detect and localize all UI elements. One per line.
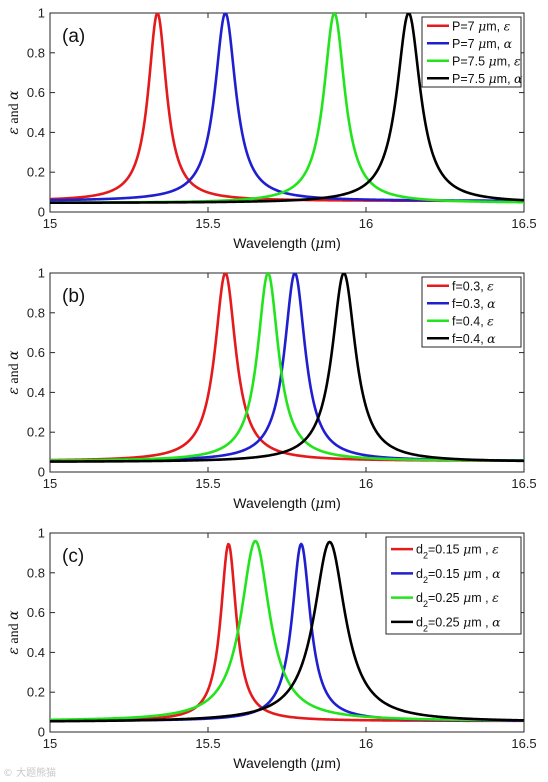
- legend-entry-3: d2=0.25 μm , ε: [416, 590, 499, 609]
- y-tick-label: 0.8: [27, 45, 45, 60]
- legend-entry-4: f=0.4, α: [452, 331, 496, 346]
- legend: f=0.3, ε f=0.3, α f=0.4, ε f=0.4, α: [421, 276, 522, 348]
- legend: d2=0.15 μm , ε d2=0.15 μm , α d2=0.25 μm ,…: [385, 536, 522, 635]
- y-tick-label: 1: [38, 526, 45, 541]
- series-line-4: [50, 13, 524, 205]
- y-tick-label: 0.8: [27, 305, 45, 320]
- y-tick-label: 0: [38, 465, 45, 480]
- y-tick-label: 0.4: [27, 385, 45, 400]
- y-axis-label: ε and α: [6, 610, 22, 655]
- x-tick-label: 15.5: [195, 216, 220, 231]
- y-tick-label: 0.8: [27, 565, 45, 580]
- x-tick-label: 15: [43, 476, 57, 491]
- curves: [50, 539, 524, 723]
- y-tick-label: 0.6: [27, 345, 45, 360]
- curves: [50, 273, 524, 463]
- y-tick-label: 0: [38, 205, 45, 220]
- legend-entry-1: P=7 μm, ε: [452, 18, 511, 33]
- axes-frame: [49, 12, 525, 213]
- x-axis-label: Wavelength (μm): [233, 495, 341, 512]
- x-tick-label: 15.5: [195, 476, 220, 491]
- panel-label: (b): [62, 286, 85, 307]
- axes-frame: [49, 532, 525, 733]
- y-tick-label: 0: [38, 725, 45, 740]
- x-tick-label: 15: [43, 736, 57, 751]
- panel-c: 15 15.5 16 16.5 0 0.2 0.4 0.6 0.8 1 Wavelength (μm…: [6, 526, 537, 773]
- legend-box: [421, 16, 522, 88]
- legend-entry-3: f=0.4, ε: [452, 313, 494, 328]
- x-tick-label: 15: [43, 216, 57, 231]
- x-tick-label: 16.5: [511, 476, 536, 491]
- legend-entry-3: P=7.5 μm, ε: [452, 53, 521, 68]
- series-line-4: [50, 540, 524, 723]
- legend-entry-4: d2=0.25 μm , α: [416, 614, 501, 633]
- legend-entry-1: d2=0.15 μm , ε: [416, 542, 499, 561]
- y-tick-label: 1: [38, 6, 45, 21]
- watermark: © 大题熊猫: [3, 768, 57, 779]
- series-line-4: [50, 273, 524, 463]
- x-tick-label: 15.5: [195, 736, 220, 751]
- legend-entry-1: f=0.3, ε: [452, 278, 494, 293]
- x-tick-label: 16.5: [511, 216, 536, 231]
- legend: P=7 μm, ε P=7 μm, α P=7.5 μm, ε P=7.5 μm, α: [421, 16, 523, 88]
- x-tick-label: 16: [359, 736, 373, 751]
- panel-label: (a): [62, 26, 85, 47]
- x-axis-label: Wavelength (μm): [233, 755, 341, 772]
- y-axis-label: ε and α: [6, 90, 22, 135]
- legend-entry-2: P=7 μm, α: [452, 36, 513, 51]
- panel-b: 15 15.5 16 16.5 0 0.2 0.4 0.6 0.8 1 Wavelength (μm…: [6, 266, 537, 513]
- y-tick-label: 0.2: [27, 685, 45, 700]
- legend-entry-4: P=7.5 μm, α: [452, 71, 523, 86]
- axes-frame: [49, 272, 525, 473]
- legend-entry-2: d2=0.15 μm , α: [416, 566, 501, 585]
- y-axis-label: ε and α: [6, 350, 22, 395]
- x-tick-label: 16: [359, 476, 373, 491]
- curves: [50, 13, 524, 205]
- panel-a: 15 15.5 16 16.5 0 0.2 0.4 0.6 0.8 1 Wavelength (μm…: [6, 6, 537, 253]
- legend-entry-2: f=0.3, α: [452, 296, 496, 311]
- y-tick-label: 1: [38, 266, 45, 281]
- y-tick-label: 0.6: [27, 605, 45, 620]
- x-tick-label: 16.5: [511, 736, 536, 751]
- legend-box: [385, 536, 522, 635]
- legend-box: [421, 276, 522, 348]
- y-tick-label: 0.4: [27, 645, 45, 660]
- y-tick-label: 0.6: [27, 85, 45, 100]
- y-tick-label: 0.4: [27, 125, 45, 140]
- panel-label: (c): [62, 546, 84, 567]
- y-tick-label: 0.2: [27, 165, 45, 180]
- y-tick-label: 0.2: [27, 425, 45, 440]
- series-line-3: [50, 539, 524, 722]
- x-axis-label: Wavelength (μm): [233, 235, 341, 252]
- x-tick-label: 16: [359, 216, 373, 231]
- series-line-3: [50, 273, 524, 462]
